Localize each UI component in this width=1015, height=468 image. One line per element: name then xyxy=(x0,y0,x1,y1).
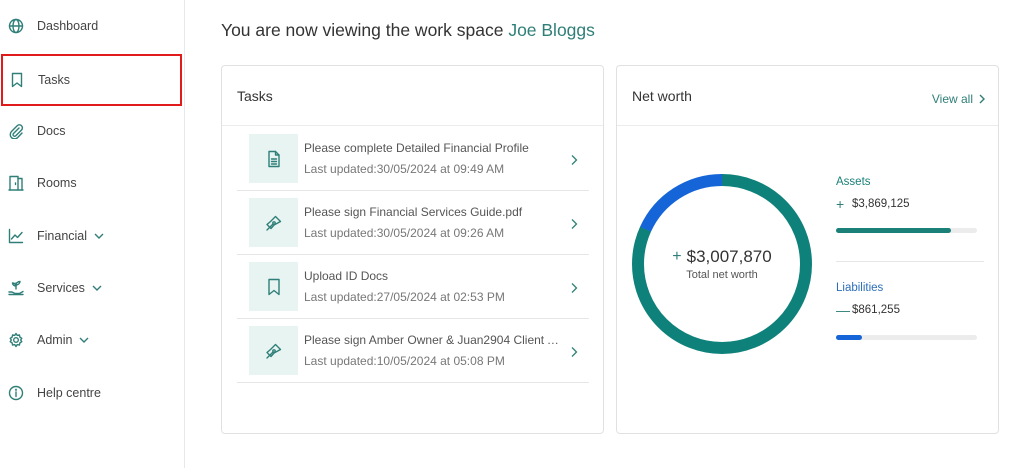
assets-bar xyxy=(836,228,977,233)
sidebar-item-label: Rooms xyxy=(37,176,77,190)
sidebar-item-docs[interactable]: Docs xyxy=(0,105,184,157)
task-title: Please sign Financial Services Guide.pdf xyxy=(304,205,523,219)
total-net-worth-value: $3,007,870 xyxy=(686,247,772,266)
sidebar-item-label: Dashboard xyxy=(37,19,99,33)
sidebar-item-label: Docs xyxy=(37,124,66,138)
tasks-card: Tasks Please complete Detailed Financial… xyxy=(221,65,604,434)
sidebar-item-help-centre[interactable]: Help centre xyxy=(0,367,184,419)
liabilities-amount-row: — $861,255 xyxy=(836,302,986,318)
gear-icon xyxy=(8,332,24,348)
tasks-card-header: Tasks xyxy=(222,66,603,126)
donut-center: + $3,007,870 Total net worth xyxy=(632,174,812,354)
task-row[interactable]: Upload ID Docs Last updated:27/05/2024 a… xyxy=(237,255,589,319)
task-row[interactable]: Please sign Financial Services Guide.pdf… xyxy=(237,191,589,255)
task-title: Please sign Amber Owner & Juan2904 Clien… xyxy=(304,333,559,347)
sidebar-item-label: Financial xyxy=(37,229,88,243)
chevron-down-icon xyxy=(91,282,103,294)
assets-label: Assets xyxy=(836,176,871,188)
liabilities-legend[interactable]: Liabilities — $861,255 xyxy=(836,282,986,318)
liabilities-bar-fill xyxy=(836,335,862,340)
task-row[interactable]: Please complete Detailed Financial Profi… xyxy=(237,127,589,191)
plant-hand-icon xyxy=(8,280,24,296)
chevron-right-icon xyxy=(979,94,985,104)
total-net-worth: + $3,007,870 xyxy=(672,247,771,267)
paperclip-icon xyxy=(8,123,24,139)
assets-bar-fill xyxy=(836,228,952,233)
chevron-right-icon xyxy=(569,281,579,293)
sidebar-item-label: Help centre xyxy=(37,386,101,400)
bookmark-icon xyxy=(249,262,298,311)
bookmark-icon xyxy=(9,72,25,88)
task-title: Please complete Detailed Financial Profi… xyxy=(304,141,529,155)
sidebar: Dashboard Tasks Docs Rooms Financial Ser… xyxy=(0,0,185,468)
sidebar-item-tasks[interactable]: Tasks xyxy=(1,54,182,106)
networth-card-header: Net worth View all xyxy=(617,66,998,126)
sidebar-item-label: Tasks xyxy=(38,73,70,87)
door-icon xyxy=(8,175,24,191)
networth-donut-chart xyxy=(632,174,812,354)
networth-card: Net worth View all + $3,007,870 Total ne… xyxy=(616,65,999,434)
sidebar-item-label: Admin xyxy=(37,333,73,347)
sidebar-item-financial[interactable]: Financial xyxy=(0,210,184,262)
tasks-card-title: Tasks xyxy=(237,87,273,104)
liabilities-amount: $861,255 xyxy=(852,304,900,316)
pen-nib-icon xyxy=(249,198,298,247)
task-date: Last updated:10/05/2024 at 05:08 PM xyxy=(304,354,505,368)
chevron-right-icon xyxy=(569,153,579,165)
assets-legend[interactable]: Assets + $3,869,125 xyxy=(836,176,986,212)
task-date: Last updated:30/05/2024 at 09:26 AM xyxy=(304,226,505,240)
trend-chart-icon xyxy=(8,228,24,244)
plus-sign: + xyxy=(836,196,845,212)
workspace-name[interactable]: Joe Bloggs xyxy=(508,20,595,40)
assets-amount: $3,869,125 xyxy=(852,198,910,210)
globe-icon xyxy=(8,18,24,34)
legend-divider xyxy=(836,261,984,262)
sidebar-item-services[interactable]: Services xyxy=(0,262,184,314)
document-icon xyxy=(249,134,298,183)
page-title: You are now viewing the work space Joe B… xyxy=(221,20,595,41)
liabilities-bar xyxy=(836,335,977,340)
networth-card-title: Net worth xyxy=(632,87,692,104)
task-row[interactable]: Please sign Amber Owner & Juan2904 Clien… xyxy=(237,319,589,383)
task-title: Upload ID Docs xyxy=(304,269,389,283)
view-all-label: View all xyxy=(931,92,973,106)
sidebar-item-admin[interactable]: Admin xyxy=(0,314,184,366)
sidebar-item-rooms[interactable]: Rooms xyxy=(0,157,184,209)
workspace-prefix: You are now viewing the work space xyxy=(221,20,504,40)
plus-sign: + xyxy=(672,248,682,265)
sidebar-item-dashboard[interactable]: Dashboard xyxy=(0,0,184,52)
chevron-right-icon xyxy=(569,217,579,229)
sidebar-item-label: Services xyxy=(37,281,85,295)
assets-amount-row: + $3,869,125 xyxy=(836,196,986,212)
task-date: Last updated:27/05/2024 at 02:53 PM xyxy=(304,290,505,304)
pen-nib-icon xyxy=(249,326,298,375)
chevron-right-icon xyxy=(569,345,579,357)
chevron-down-icon xyxy=(93,230,105,242)
chevron-down-icon xyxy=(78,334,90,346)
minus-sign: — xyxy=(836,302,850,318)
liabilities-label: Liabilities xyxy=(836,282,884,294)
info-icon xyxy=(8,385,24,401)
total-net-worth-label: Total net worth xyxy=(686,269,758,281)
view-all-link[interactable]: View all xyxy=(932,92,986,106)
task-date: Last updated:30/05/2024 at 09:49 AM xyxy=(304,162,505,176)
